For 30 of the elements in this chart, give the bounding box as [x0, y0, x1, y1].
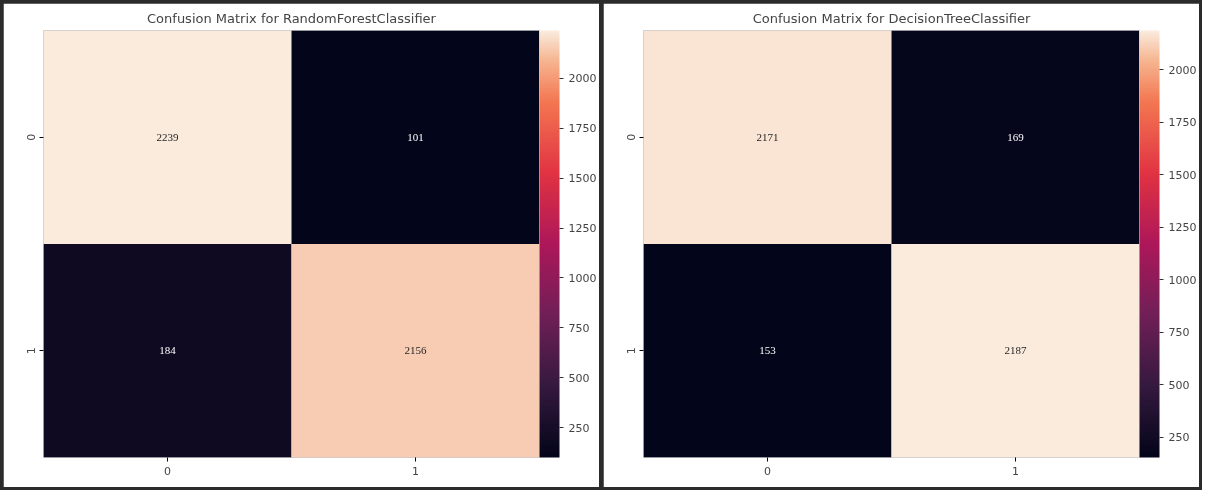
color-bar-label: 1000: [568, 271, 597, 285]
x-tick-label: 1: [1012, 464, 1019, 478]
color-bar-label: 250: [568, 421, 590, 435]
color-bar-label: 1250: [1168, 221, 1197, 235]
color-bar-label: 2000: [1168, 63, 1197, 77]
data-label: 2187: [1004, 344, 1027, 357]
color-bar-label: 1750: [568, 122, 597, 136]
x-tick-label: 0: [164, 464, 171, 478]
color-bar-label: 1500: [568, 172, 597, 186]
x-tick-label: 0: [764, 464, 771, 478]
data-label: 2171: [756, 130, 779, 143]
chart-title: Confusion Matrix for RandomForestClassifier: [147, 10, 437, 26]
data-label: 2239: [156, 130, 179, 143]
color-bar-label: 1750: [1168, 116, 1197, 130]
color-bar-label: 500: [1168, 378, 1190, 392]
color-bar-label: 500: [568, 371, 590, 385]
color-bar-label: 2000: [568, 72, 597, 86]
data-label: 169: [1007, 130, 1025, 143]
color-bar-label: 1000: [1168, 273, 1197, 287]
chart-title: Confusion Matrix for DecisionTreeClassifier: [752, 10, 1031, 26]
data-label: 2156: [404, 344, 427, 357]
color-bar-label: 250: [1168, 431, 1190, 445]
color-bar-label: 750: [1168, 326, 1190, 340]
data-label: 153: [759, 344, 777, 357]
data-label: 101: [407, 130, 424, 143]
color-bar-label: 750: [568, 321, 590, 335]
color-bar-label: 1500: [1168, 168, 1197, 182]
data-label: 184: [159, 344, 177, 357]
x-tick-label: 1: [412, 464, 419, 478]
color-bar-label: 1250: [568, 222, 597, 236]
